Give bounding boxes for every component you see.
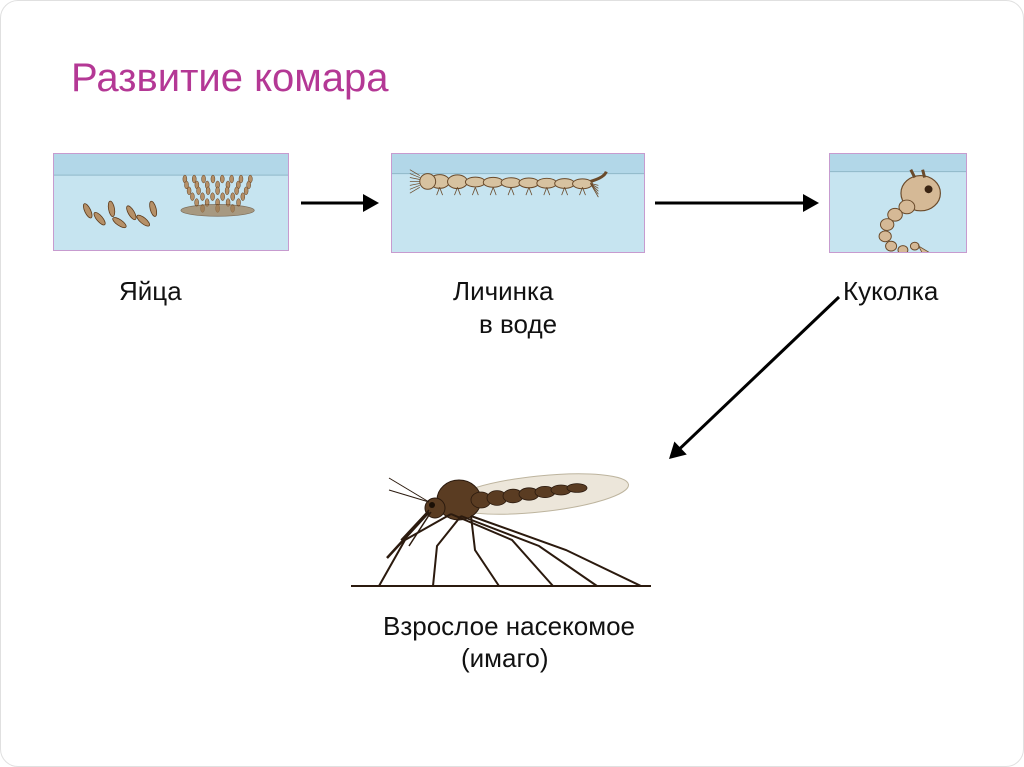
- slide-title: Развитие комара: [71, 56, 389, 101]
- stage-pupa-box: [829, 153, 967, 253]
- pupa-illustration: [830, 154, 966, 252]
- arrow-pupa-to-imago: [655, 283, 853, 473]
- stage-imago-label2: (имаго): [461, 643, 549, 674]
- eggs-illustration: [54, 154, 288, 250]
- stage-larva-label2: в воде: [479, 309, 557, 340]
- arrow-larva-to-pupa: [641, 189, 833, 217]
- stage-pupa-label: Куколка: [843, 276, 938, 307]
- stage-larva-label: Личинка: [453, 276, 553, 307]
- larva-illustration: [392, 154, 644, 252]
- stage-larva-box: [391, 153, 645, 253]
- stage-eggs-box: [53, 153, 289, 251]
- imago-illustration: [341, 416, 661, 606]
- arrow-eggs-to-larva: [287, 189, 393, 217]
- stage-imago-label: Взрослое насекомое: [383, 611, 635, 642]
- stage-eggs-label: Яйца: [119, 276, 182, 307]
- slide-frame: Развитие комара Яйца Личинка в воде Куко…: [0, 0, 1024, 767]
